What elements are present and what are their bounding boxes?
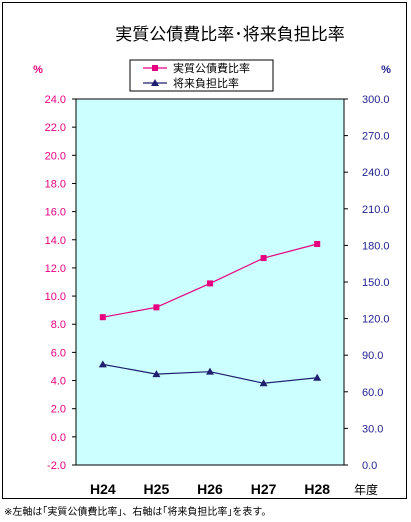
left-axis-unit: %: [33, 64, 43, 76]
left-tick-label: 24.0: [45, 94, 66, 106]
series-1-point: [153, 304, 160, 311]
right-tick-label: 180.0: [362, 240, 390, 252]
category-label: H26: [197, 481, 223, 497]
series-2-point: [98, 360, 107, 368]
series-1-point: [207, 280, 213, 287]
left-tick-label: 14.0: [45, 235, 66, 247]
left-tick-label: 8.0: [51, 319, 66, 331]
left-tick-label: 18.0: [45, 178, 66, 190]
x-axis-unit: 年度: [354, 482, 378, 497]
series-1-point: [314, 240, 321, 247]
x-axis: H24 H25 H26 H27 H28: [90, 481, 330, 497]
right-tick-label: 150.0: [362, 277, 390, 289]
left-tick-label: 20.0: [45, 150, 66, 162]
right-tick-label: 240.0: [362, 167, 390, 179]
left-tick-label: 22.0: [45, 122, 66, 134]
left-tick-label: 12.0: [45, 263, 66, 275]
right-axis-unit: %: [381, 64, 391, 76]
left-tick-label: 4.0: [51, 376, 66, 388]
category-label: H28: [304, 481, 330, 497]
left-tick-label: -2.0: [47, 460, 66, 472]
series-2-point: [259, 379, 268, 387]
left-axis: 24.0 22.0 20.0 18.0 16.0 14.0 12.0 10.0 8.0 6.0 4.…: [45, 94, 76, 472]
series-2-point: [206, 367, 214, 375]
legend-label-series-2: 将来負担比率: [173, 76, 239, 90]
right-axis: 300.0 270.0 240.0 210.0 180.0 150.0 120.0 90.0 6…: [344, 94, 390, 472]
series-layer: [98, 240, 322, 387]
footnote: ※左軸は｢実質公債費比率｣、右軸は｢将来負担比率｣を表す。: [4, 507, 272, 518]
right-tick-label: 210.0: [362, 204, 390, 216]
right-tick-label: 60.0: [362, 387, 383, 399]
right-tick-label: 30.0: [362, 423, 383, 435]
right-tick-label: 300.0: [362, 94, 390, 106]
left-tick-label: 2.0: [51, 404, 66, 416]
right-tick-label: 270.0: [362, 131, 390, 143]
category-label: H25: [144, 481, 170, 497]
chart-title: 実質公債費比率･将来負担比率: [115, 25, 345, 45]
legend: 実質公債費比率 将来負担比率: [129, 59, 274, 92]
legend-marker-series-2: [151, 79, 159, 86]
right-tick-label: 120.0: [362, 314, 390, 326]
right-tick-label: 90.0: [362, 350, 383, 362]
category-label: H27: [251, 481, 277, 497]
series-1-point: [99, 314, 106, 321]
left-tick-label: 10.0: [45, 291, 66, 303]
left-tick-label: 6.0: [51, 347, 66, 359]
series-2-point: [152, 370, 161, 378]
category-label: H24: [90, 481, 116, 497]
left-tick-label: 0.0: [51, 432, 66, 444]
legend-label-series-1: 実質公債費比率: [173, 61, 250, 75]
right-tick-label: 0.0: [362, 460, 377, 472]
legend-marker-series-1: [152, 65, 158, 71]
series-1-point: [260, 255, 267, 262]
series-2-point: [313, 373, 322, 381]
left-tick-label: 16.0: [45, 207, 66, 219]
